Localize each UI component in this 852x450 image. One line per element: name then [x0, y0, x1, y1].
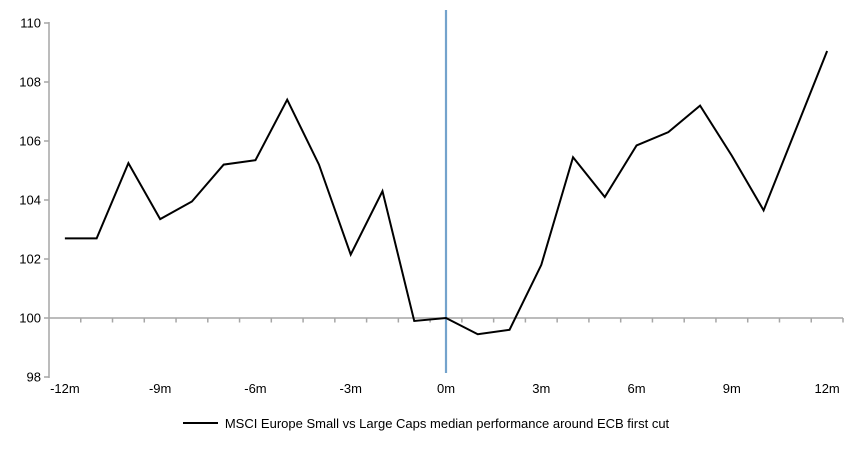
- legend-label: MSCI Europe Small vs Large Caps median p…: [224, 415, 670, 431]
- y-axis-tick-label: 106: [19, 134, 41, 149]
- x-axis-tick-label: -12m: [50, 381, 80, 396]
- y-axis-tick-label: 110: [20, 16, 41, 31]
- line-chart-canvas: 110 108 106 104 102 100 98 -12m -9m -6m -3m 0m 3m 6m 9…: [19, 10, 844, 396]
- x-axis-tick-label: -9m: [149, 381, 171, 396]
- x-axis-tick-label: 6m: [628, 381, 646, 396]
- x-axis-tick-label: 0m: [437, 381, 455, 396]
- legend-line-marker: [182, 422, 218, 424]
- x-axis-tick-label: -3m: [340, 381, 362, 396]
- y-axis-tick-label: 108: [19, 75, 41, 90]
- y-axis-tick-label: 98: [27, 370, 41, 385]
- x-axis-tick-label: 12m: [814, 381, 839, 396]
- y-axis-tick-label: 100: [19, 311, 41, 326]
- legend: MSCI Europe Small vs Large Caps median p…: [0, 414, 852, 432]
- x-axis-tick-label: 3m: [532, 381, 550, 396]
- y-axis-tick-label: 104: [19, 193, 41, 208]
- y-axis-tick-label: 102: [19, 252, 41, 267]
- x-axis-tick-label: -6m: [244, 381, 266, 396]
- series-line: [64, 50, 829, 336]
- x-axis-tick-label: 9m: [723, 381, 741, 396]
